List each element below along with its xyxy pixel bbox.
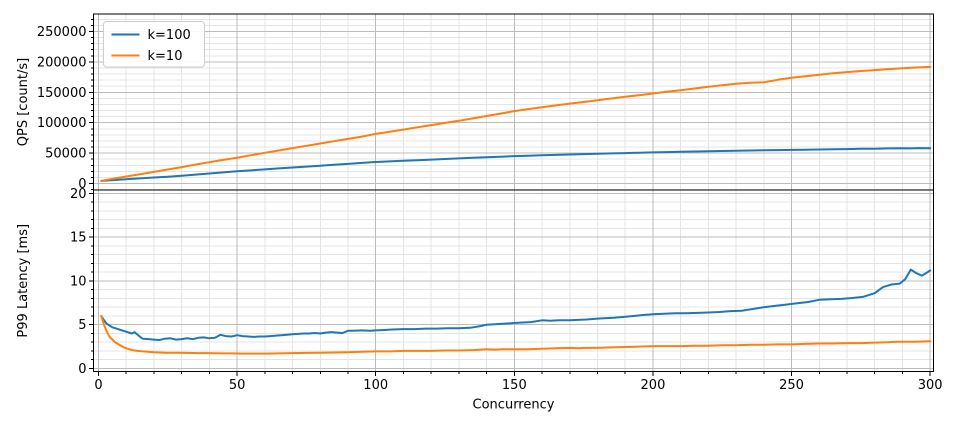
legend-label: k=100 [148, 28, 191, 43]
subplot-latency: 0 50 100 150 200 250 300 0 5 10 15 20 P99 Latency [m… [16, 187, 943, 413]
ticks [89, 192, 931, 376]
legend-label: k=10 [148, 49, 183, 64]
x-tick-label: 250 [779, 378, 804, 393]
y-tick-label: 250000 [37, 25, 87, 40]
y-tick-label: 10 [70, 274, 87, 289]
grid-major [93, 190, 934, 372]
y-tick-label: 0 [78, 177, 86, 192]
y-tick-label: 15 [70, 231, 87, 246]
y-tick-label: 50000 [45, 147, 86, 162]
x-tick-label: 100 [363, 378, 388, 393]
x-tick-label: 50 [229, 378, 246, 393]
y-tick-label: 200000 [37, 55, 87, 70]
y-axis-label: QPS [count/s] [16, 58, 31, 146]
x-tick-label: 200 [641, 378, 666, 393]
x-tick-label: 0 [94, 378, 102, 393]
y-axis-label: P99 Latency [ms] [16, 224, 31, 338]
x-tick-label: 150 [502, 378, 527, 393]
axes-spines [93, 13, 934, 191]
y-tick-label: 150000 [37, 86, 87, 101]
y-tick-label: 20 [70, 187, 87, 202]
y-tick-label: 100000 [37, 116, 87, 131]
series-line-k10 [100, 315, 932, 355]
series-line-k100 [100, 147, 932, 182]
x-axis-label: Concurrency [473, 398, 555, 413]
grid-minor [93, 14, 934, 191]
x-tick-label: 300 [918, 378, 943, 393]
series-line-k100 [100, 268, 932, 341]
subplot-qps: 0 50000 100000 150000 200000 250000 QPS [count… [16, 13, 934, 195]
legend: k=100 k=10 [103, 21, 205, 68]
y-tick-label: 5 [78, 318, 86, 333]
ticks [89, 18, 931, 195]
y-tick-label: 0 [78, 362, 86, 377]
series-line-k10 [100, 65, 932, 182]
grid-major [93, 14, 934, 190]
